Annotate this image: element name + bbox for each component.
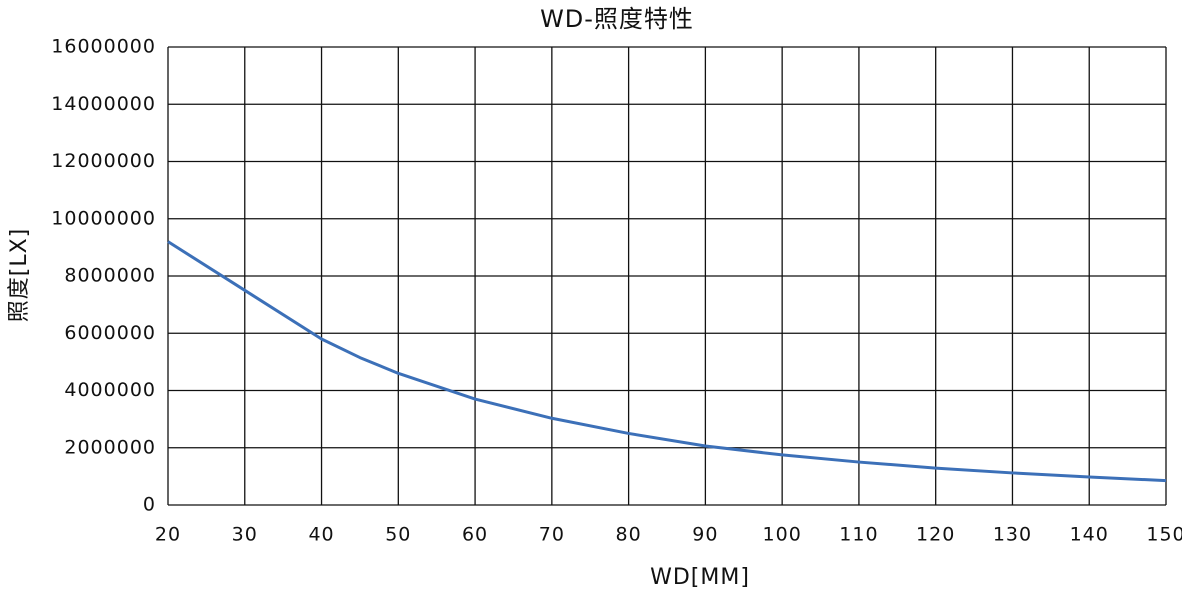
- y-tick-label: 6000000: [64, 322, 156, 344]
- x-tick-label: 90: [692, 524, 718, 546]
- x-tick-label: 30: [232, 524, 258, 546]
- x-tick-label: 130: [993, 524, 1032, 546]
- x-tick-label: 150: [1146, 524, 1182, 546]
- y-tick-label: 0: [143, 494, 156, 516]
- x-tick-label: 20: [155, 524, 181, 546]
- x-tick-label: 80: [616, 524, 642, 546]
- chart-title: WD-照度特性: [540, 5, 694, 33]
- y-tick-label: 10000000: [51, 207, 156, 229]
- data-line: [167, 240, 1167, 483]
- x-tick-label: 50: [385, 524, 411, 546]
- x-tick-label: 120: [916, 524, 955, 546]
- y-tick-label: 12000000: [51, 150, 156, 172]
- x-tick-label: 40: [308, 524, 334, 546]
- y-tick-label: 16000000: [51, 36, 156, 58]
- x-axis-label: WD[MM]: [650, 565, 750, 590]
- x-tick-label: 70: [539, 524, 565, 546]
- y-tick-label: 4000000: [64, 379, 156, 401]
- x-tick-label: 140: [1070, 524, 1109, 546]
- x-tick-label: 110: [839, 524, 878, 546]
- y-tick-label: 2000000: [64, 436, 156, 458]
- y-axis-label: 照度[LX]: [7, 228, 32, 323]
- y-tick-label: 8000000: [64, 265, 156, 287]
- y-tick-label: 14000000: [51, 93, 156, 115]
- x-tick-label: 100: [763, 524, 802, 546]
- x-tick-label: 60: [462, 524, 488, 546]
